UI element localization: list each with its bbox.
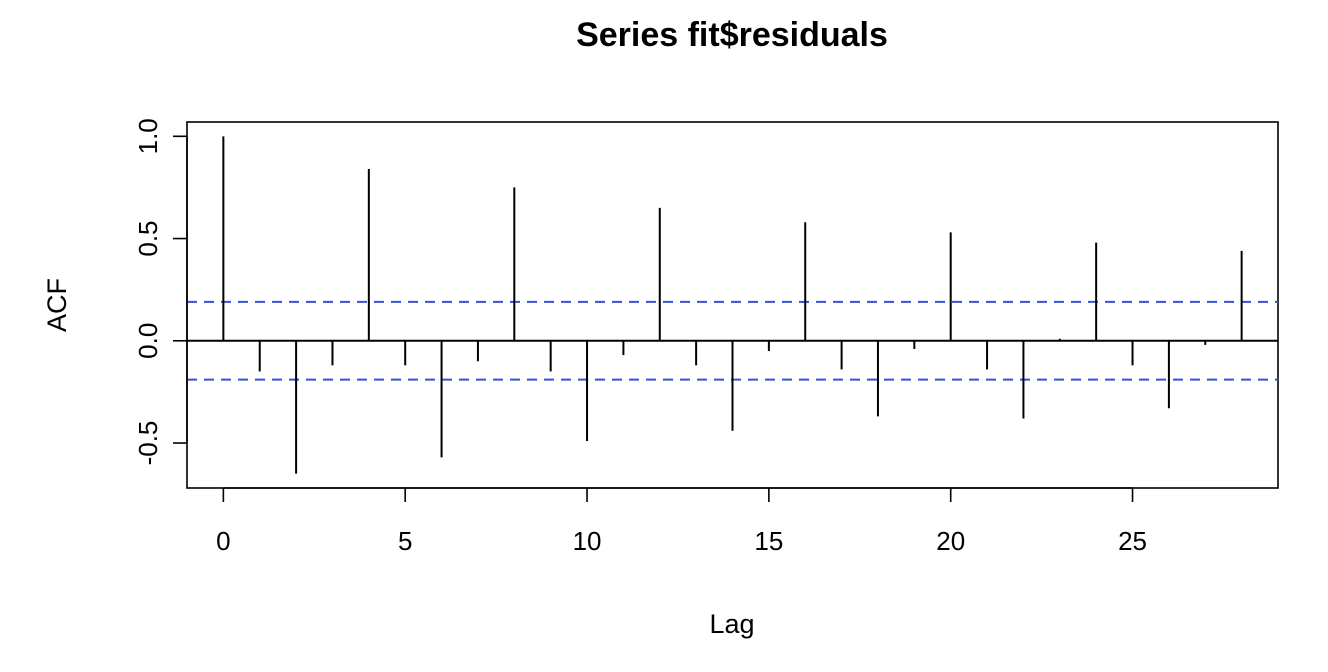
x-tick-label-20: 20 xyxy=(936,526,965,556)
y-tick-label-3: 1.0 xyxy=(133,118,163,154)
y-axis-label: ACF xyxy=(42,278,72,332)
chart-title: Series fit$residuals xyxy=(576,16,888,54)
x-tick-label-25: 25 xyxy=(1118,526,1147,556)
y-tick-label-0: -0.5 xyxy=(133,421,163,466)
y-tick-label-1: 0.0 xyxy=(133,323,163,359)
plot-layer: 0 5 10 15 20 25 -0.5 0.0 0.5 1.0 xyxy=(133,118,1278,556)
x-tick-label-5: 5 xyxy=(398,526,412,556)
x-axis-label: Lag xyxy=(709,609,754,639)
y-tick-label-2: 0.5 xyxy=(133,220,163,256)
x-tick-label-0: 0 xyxy=(216,526,230,556)
x-tick-label-10: 10 xyxy=(573,526,602,556)
plot-frame xyxy=(186,121,1279,489)
x-tick-label-15: 15 xyxy=(754,526,783,556)
